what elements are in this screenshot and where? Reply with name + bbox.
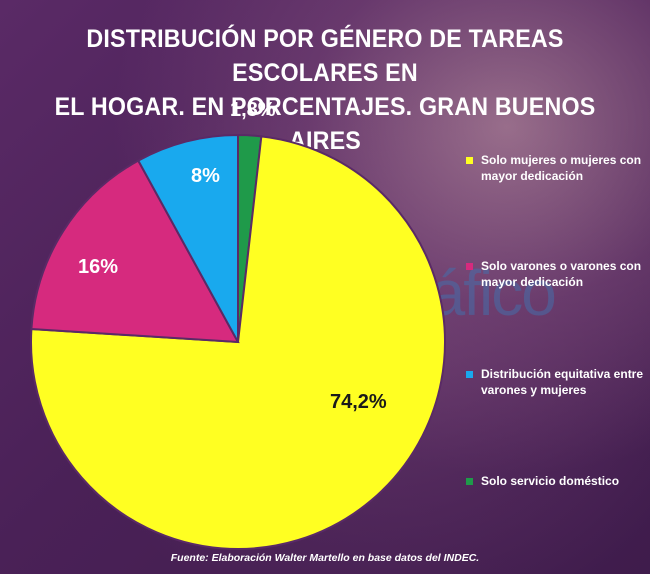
legend-label-servicio: Solo servicio doméstico — [481, 474, 620, 488]
source-note: Fuente: Elaboración Walter Martello en b… — [170, 552, 480, 564]
legend-label-mujeres: Solo mujeres o mujeres con mayor dedicac… — [481, 153, 642, 183]
pie-label-mujeres: 74,2% — [330, 391, 387, 413]
pie-slice-varones — [30, 159, 240, 344]
pie-label-servicio: 1,8% — [230, 99, 276, 121]
chart-title-line-2: EL HOGAR. EN PORCENTAJES. GRAN BUENOS AI… — [54, 93, 596, 155]
legend-swatch-servicio — [466, 478, 473, 485]
pie-slice-equitativa — [136, 133, 239, 343]
legend-swatch-mujeres — [466, 157, 473, 164]
chart-title: DISTRIBUCIÓN POR GÉNERO DE TAREAS ESCOLA… — [23, 22, 628, 158]
legend-swatch-varones — [466, 263, 473, 270]
chart-title-line-1: DISTRIBUCIÓN POR GÉNERO DE TAREAS ESCOLA… — [86, 25, 564, 87]
legend-swatch-equitativa — [466, 371, 473, 378]
legend-label-varones: Solo varones o varones con mayor dedicac… — [481, 259, 642, 289]
pie-label-equitativa: 8% — [191, 165, 220, 187]
legend-label-equitativa: Distribución equitativa entre varones y … — [481, 367, 644, 397]
pie-label-varones: 16% — [78, 256, 118, 278]
